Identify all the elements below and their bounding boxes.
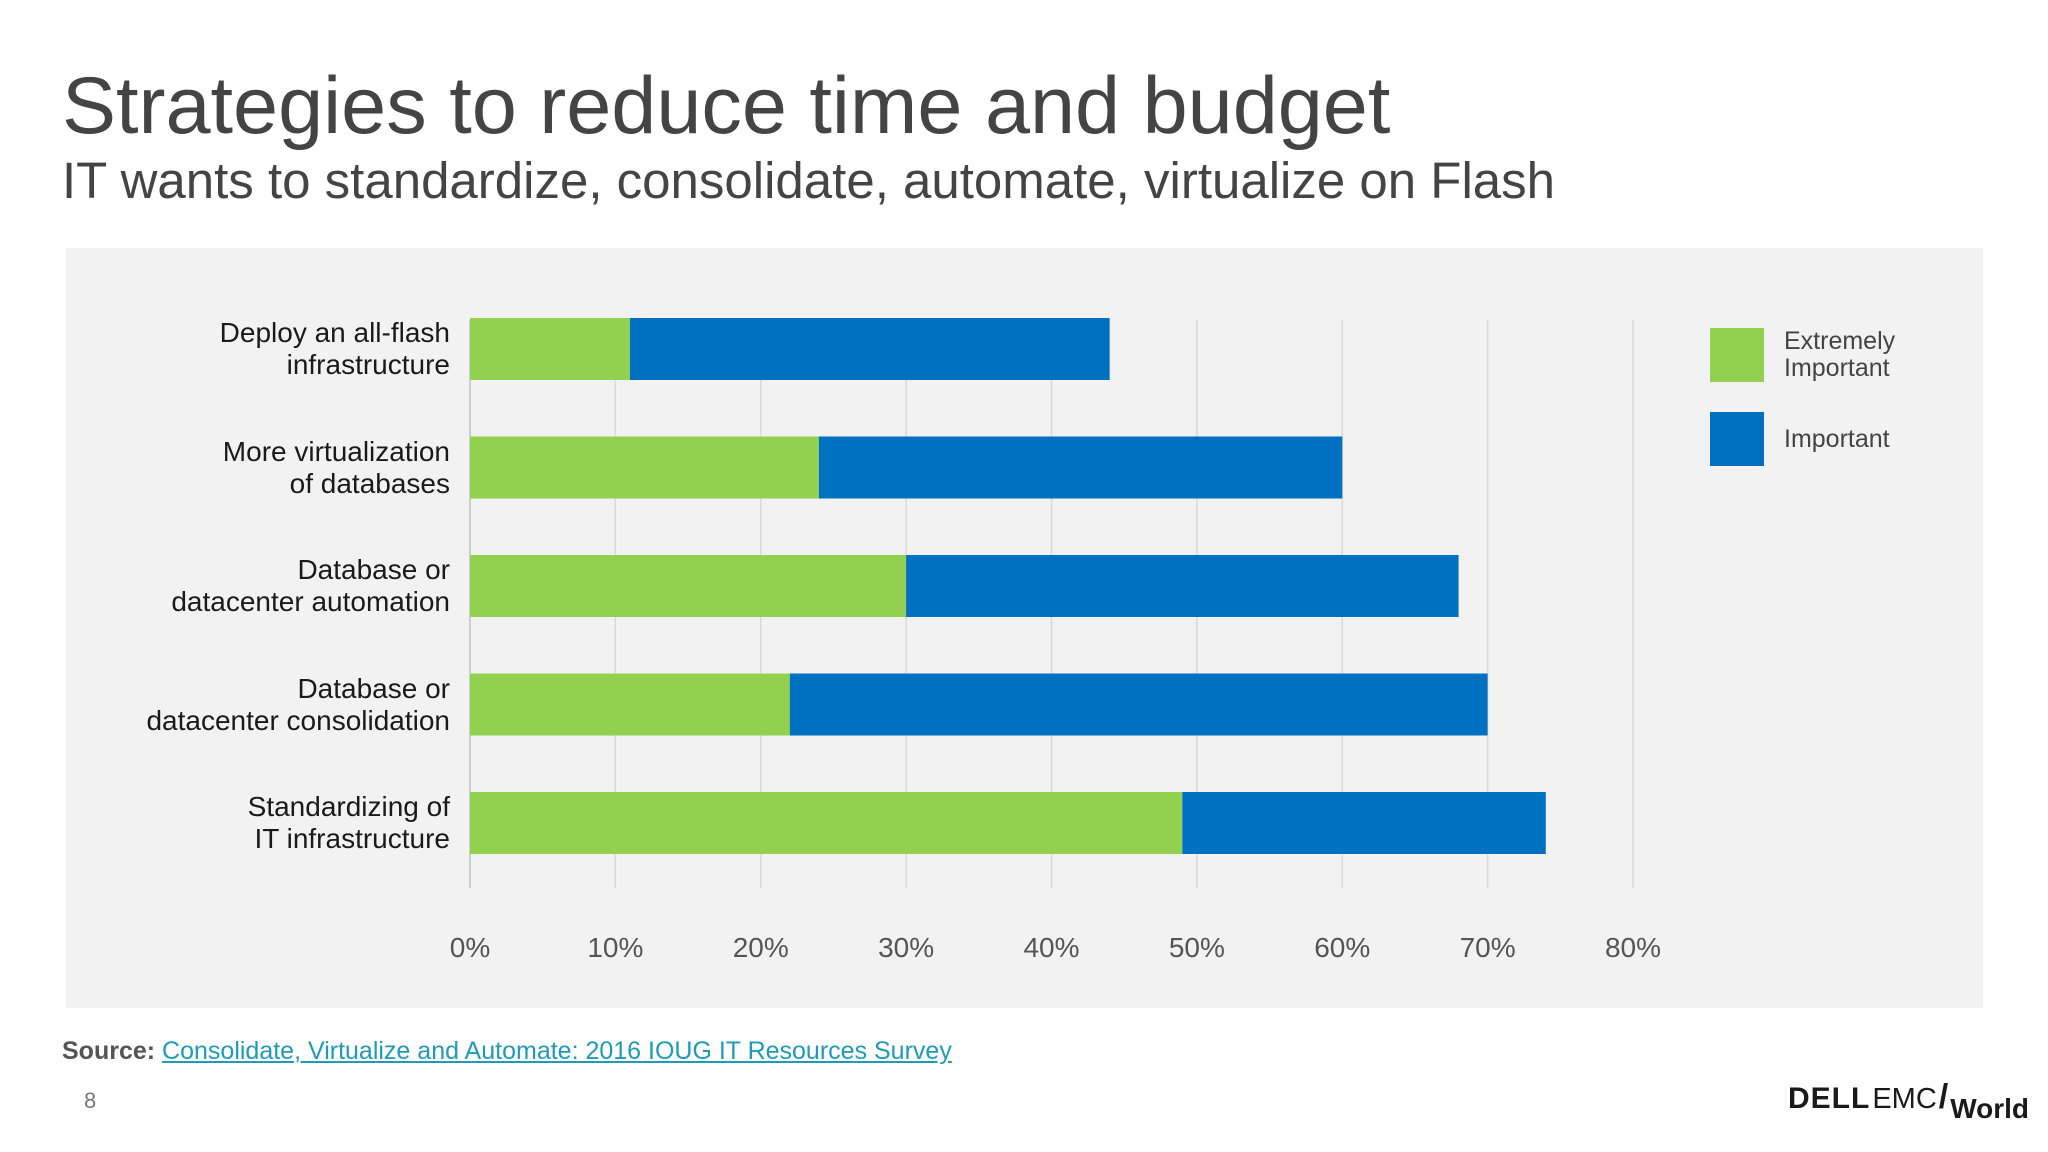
legend-item-extremely-important: Extremely Important bbox=[1710, 328, 1914, 382]
bar-chart: 0% 10% 20% 30% 40% 50% 60% 70% 80% bbox=[450, 318, 1661, 963]
legend-item-important: Important bbox=[1710, 412, 1914, 466]
x-tick-label: 80% bbox=[1605, 932, 1661, 963]
logo-emc: EMC bbox=[1872, 1083, 1937, 1115]
category-label: More virtualization of databases bbox=[222, 435, 450, 499]
x-tick-label: 60% bbox=[1314, 932, 1370, 963]
x-tick-label: 0% bbox=[450, 932, 490, 963]
category-label: Database or datacenter automation bbox=[171, 554, 450, 617]
logo-slash-icon: / bbox=[1938, 1078, 1949, 1116]
bar-important bbox=[818, 436, 1343, 499]
source-note: Source: Consolidate, Virtualize and Auto… bbox=[62, 1037, 952, 1066]
source-link[interactable]: Consolidate, Virtualize and Automate: 20… bbox=[162, 1037, 952, 1065]
x-tick-label: 10% bbox=[587, 932, 643, 963]
bar-extremely-important bbox=[470, 318, 630, 380]
legend-label-important: Important bbox=[1784, 424, 1890, 453]
logo-dell: DELL bbox=[1788, 1082, 1871, 1115]
chart-panel: 0% 10% 20% 30% 40% 50% 60% 70% 80% Deploy an all… bbox=[66, 248, 1983, 1008]
x-tick-label: 20% bbox=[733, 932, 789, 963]
dell-emc-world-logo: DELL EMC / World bbox=[1788, 1078, 2029, 1124]
category-label: Database or datacenter consolidation bbox=[146, 672, 450, 736]
x-tick-label: 50% bbox=[1169, 932, 1225, 963]
category-label: Deploy an all-flash infrastructure bbox=[219, 317, 450, 380]
bar-important bbox=[906, 555, 1459, 617]
source-prefix: Source: bbox=[62, 1037, 156, 1065]
x-tick-label: 40% bbox=[1023, 932, 1079, 963]
page-number: 8 bbox=[84, 1088, 97, 1113]
bar-important bbox=[789, 673, 1488, 736]
bar-extremely-important bbox=[470, 436, 819, 499]
legend-swatch-important bbox=[1710, 412, 1764, 466]
bar-extremely-important bbox=[470, 792, 1183, 854]
bar-extremely-important bbox=[470, 555, 907, 617]
x-tick-label: 70% bbox=[1460, 932, 1516, 963]
bar-important bbox=[629, 318, 1110, 380]
category-label: Standardizing of IT infrastructure bbox=[247, 791, 450, 854]
slide-title: Strategies to reduce time and budget bbox=[62, 61, 1391, 151]
bar-extremely-important bbox=[470, 673, 790, 736]
slide-subtitle: IT wants to standardize, consolidate, au… bbox=[62, 152, 1556, 209]
legend-swatch-extremely-important bbox=[1710, 328, 1764, 382]
x-tick-label: 30% bbox=[878, 932, 934, 963]
logo-world: World bbox=[1950, 1093, 2030, 1124]
bar-important bbox=[1182, 792, 1546, 854]
legend-label-extremely-important: Extremely Important bbox=[1784, 327, 1896, 382]
